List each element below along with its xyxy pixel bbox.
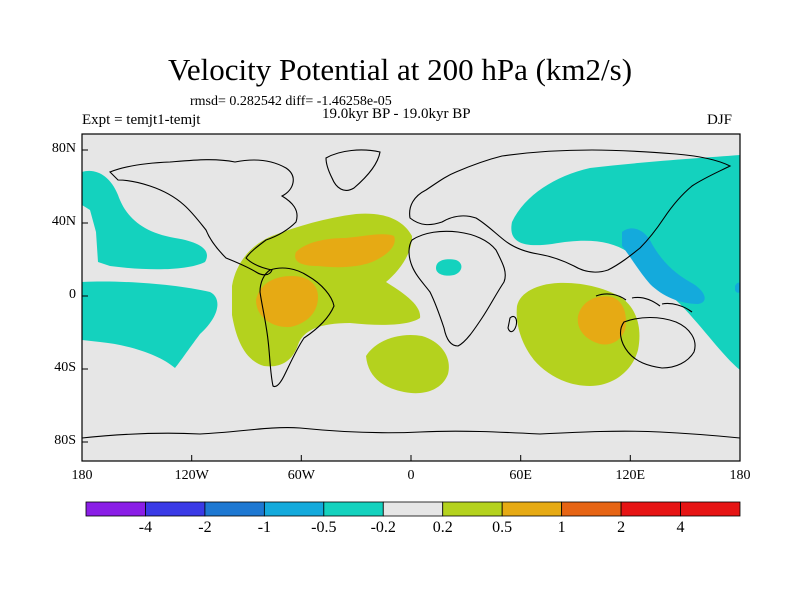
period-label: 19.0kyr BP - 19.0kyr BP xyxy=(322,106,471,122)
colorbar-label: 2 xyxy=(617,519,626,536)
cyan-region-central-africa xyxy=(436,259,462,276)
australia-outline xyxy=(619,316,696,369)
blue-region-dateline xyxy=(735,282,740,293)
colorbar-label: 0.5 xyxy=(492,519,513,536)
colorbar-box xyxy=(442,501,503,517)
x-tick-180e: 180 xyxy=(729,468,751,483)
blue-region-maritime-continent xyxy=(622,228,705,304)
colorbar-label: 1 xyxy=(557,519,566,536)
y-tick-40n: 40N xyxy=(51,214,76,229)
stats-line: rmsd= 0.282542 diff= -1.46258e-05 xyxy=(190,94,392,109)
colorbar-label: -2 xyxy=(198,519,212,536)
x-tick-60e: 60E xyxy=(509,468,532,483)
y-tick-40s: 40S xyxy=(54,360,76,375)
x-tick-120e: 120E xyxy=(615,468,646,483)
colorbar-box xyxy=(323,501,384,517)
colorbar-box xyxy=(382,501,444,517)
y-tick-80s: 80S xyxy=(54,433,76,448)
green-region-south-atlantic xyxy=(366,334,449,394)
orange-region-indian-ocean xyxy=(577,296,626,345)
orange-region-caribbean xyxy=(295,234,395,268)
cyan-region-tropical-pacific xyxy=(82,281,218,368)
experiment-label: Expt = temjt1-temjt xyxy=(82,112,201,128)
maritime-continent-outline xyxy=(595,293,693,313)
contour-fill-layer xyxy=(82,134,740,461)
coastline-layer xyxy=(82,149,740,439)
axis-ticks xyxy=(82,149,631,461)
x-tick-60w: 60W xyxy=(287,468,315,483)
x-tick-120w: 120W xyxy=(174,468,209,483)
colorbar-label: -0.5 xyxy=(311,519,337,536)
colorbar-label: 4 xyxy=(676,519,685,536)
colorbar-label: -0.2 xyxy=(370,519,396,536)
greenland-outline xyxy=(325,149,381,191)
colorbar-box xyxy=(561,501,622,517)
cyan-region-northeast-pacific xyxy=(82,170,207,270)
antarctica-outline xyxy=(82,427,740,439)
colorbar-label: -1 xyxy=(257,519,272,536)
madagascar-outline xyxy=(507,315,518,333)
colorbar-box xyxy=(204,501,265,517)
season-label: DJF xyxy=(707,112,733,128)
colorbar-box xyxy=(263,501,325,517)
europe-asia-outline xyxy=(409,149,732,273)
y-tick-80n: 80N xyxy=(51,141,76,156)
colorbar-label: -4 xyxy=(138,519,153,536)
x-tick-0: 0 xyxy=(407,468,415,483)
map-title: Velocity Potential at 200 hPa (km2/s) xyxy=(167,52,633,87)
y-tick-0: 0 xyxy=(69,287,76,302)
colorbar-label: 0.2 xyxy=(432,519,453,536)
cyan-region-asia-westpacific xyxy=(511,155,740,370)
north-america-outline xyxy=(109,159,298,276)
colorbar-box xyxy=(620,501,681,517)
africa-outline xyxy=(408,230,506,347)
colorbar xyxy=(85,501,741,517)
colorbar-box xyxy=(680,501,741,517)
x-tick-180w: 180 xyxy=(71,468,93,483)
colorbar-box xyxy=(145,501,206,517)
colorbar-box xyxy=(85,501,146,517)
south-america-outline xyxy=(259,267,335,388)
orange-region-south-america xyxy=(256,276,318,328)
colorbar-box xyxy=(501,501,563,517)
